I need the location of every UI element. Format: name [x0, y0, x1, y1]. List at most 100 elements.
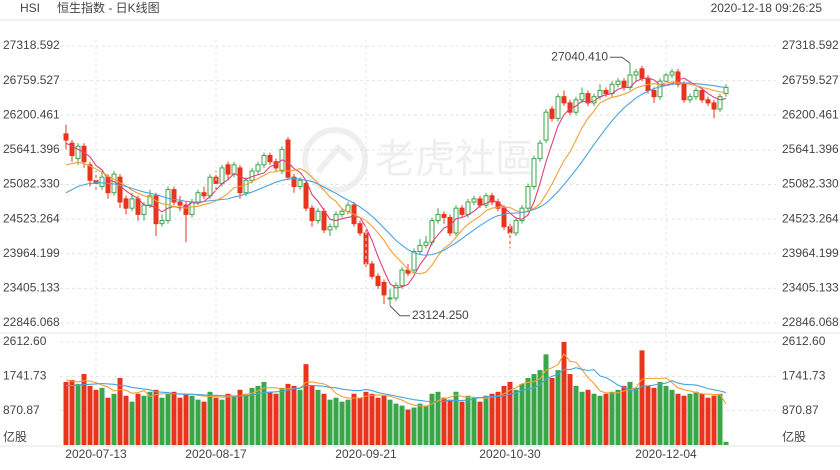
volume-unit: 亿股 [3, 429, 27, 444]
candle-body [255, 164, 261, 172]
symbol: HSI [20, 1, 40, 15]
candle-body [633, 71, 639, 76]
volume-bar [525, 377, 531, 445]
candle-body [651, 90, 657, 98]
volume-bar [627, 381, 633, 445]
volume-bar [399, 405, 405, 445]
watermark-logo-mark [315, 143, 354, 174]
candle-body [201, 192, 207, 197]
candle-body [141, 204, 147, 215]
volume-bar [393, 403, 399, 445]
candle-body [195, 192, 201, 203]
candle-body [285, 139, 291, 178]
candle-body [705, 99, 711, 104]
timestamp: 2020-12-18 09:26:25 [711, 1, 823, 15]
volume-bar [183, 393, 189, 445]
y-tick-label-right: 25641.396 [782, 142, 839, 156]
volume-bar [507, 381, 513, 445]
candle-body [363, 232, 369, 265]
candle-body [147, 195, 153, 206]
candle-body [177, 201, 183, 206]
y-tick-label: 26200.461 [3, 107, 60, 121]
volume-bar [699, 393, 705, 445]
volume-bar [711, 395, 717, 445]
volume-bar [477, 401, 483, 445]
x-tick-label: 2020-10-30 [479, 447, 541, 461]
candle-body [303, 182, 309, 209]
y-tick-label: 25641.396 [3, 142, 60, 156]
moving-average-line [65, 81, 727, 275]
volume-bar [435, 391, 441, 445]
volume-bar [321, 393, 327, 445]
candle-body [171, 189, 177, 203]
candle-body [297, 179, 303, 188]
candle-body [225, 164, 231, 175]
candle-body [183, 204, 189, 215]
volume-bar [555, 370, 561, 445]
candle-body [315, 210, 321, 222]
volume-bar [429, 393, 435, 445]
x-tick-label: 2020-08-17 [185, 447, 247, 461]
candle-body [75, 145, 81, 160]
volume-bar [201, 401, 207, 445]
volume-bar [411, 407, 417, 445]
y-tick-label: 1741.73 [3, 369, 47, 383]
y-tick-label-right: 24523.264 [782, 211, 839, 225]
volume-bar [363, 391, 369, 445]
volume-bar [453, 391, 459, 445]
annotation: 23124.250 [412, 308, 469, 322]
volume-bar [357, 397, 363, 445]
candle-body [159, 220, 165, 225]
candle-body [693, 90, 699, 98]
annotation-leader [389, 305, 410, 317]
volume-bar [309, 385, 315, 445]
candle-body [579, 93, 585, 101]
y-tick-label-right: 26200.461 [782, 107, 839, 121]
volume-bar [333, 397, 339, 445]
volume-bar [351, 393, 357, 445]
volume-bar [375, 397, 381, 445]
candle-body [381, 281, 387, 296]
volume-bar [225, 393, 231, 445]
moving-average-line [65, 367, 727, 403]
candle-body [387, 297, 393, 300]
candle-body [417, 244, 423, 253]
candle-body [549, 108, 555, 119]
volume-bar [159, 397, 165, 445]
candle-body [513, 220, 519, 234]
volume-bar [69, 379, 75, 445]
candle-body [465, 201, 471, 215]
candle-body [615, 80, 621, 85]
volume-bar [339, 401, 345, 445]
volume-bar [675, 393, 681, 445]
candle-body [327, 226, 333, 231]
candle-body [477, 198, 483, 206]
volume-bar [501, 385, 507, 445]
volume-bar [99, 387, 105, 445]
volume-bar [387, 399, 393, 445]
candle-body [711, 102, 717, 110]
volume-bar [723, 441, 729, 445]
volume-bar [693, 391, 699, 445]
chart-title: 恒生指数 - 日K线图 [57, 0, 160, 15]
x-tick-label: 2020-09-21 [335, 447, 397, 461]
candle-body [561, 96, 567, 104]
candle-body [135, 198, 141, 215]
volume-bar [663, 385, 669, 445]
candle-body [621, 80, 627, 88]
candle-body [555, 96, 561, 119]
candle-body [459, 207, 465, 215]
candle-body [69, 142, 75, 157]
candle-body [501, 207, 507, 228]
volume-bar [561, 342, 567, 445]
candle-body [309, 207, 315, 222]
y-tick-label: 26759.527 [3, 73, 60, 87]
y-tick-label-right: 1741.73 [782, 369, 826, 383]
candle-body [435, 213, 441, 222]
volume-bar [567, 374, 573, 445]
volume-bar [303, 364, 309, 445]
volume-bar [267, 391, 273, 445]
volume-bar [417, 403, 423, 445]
volume-bar [519, 383, 525, 445]
